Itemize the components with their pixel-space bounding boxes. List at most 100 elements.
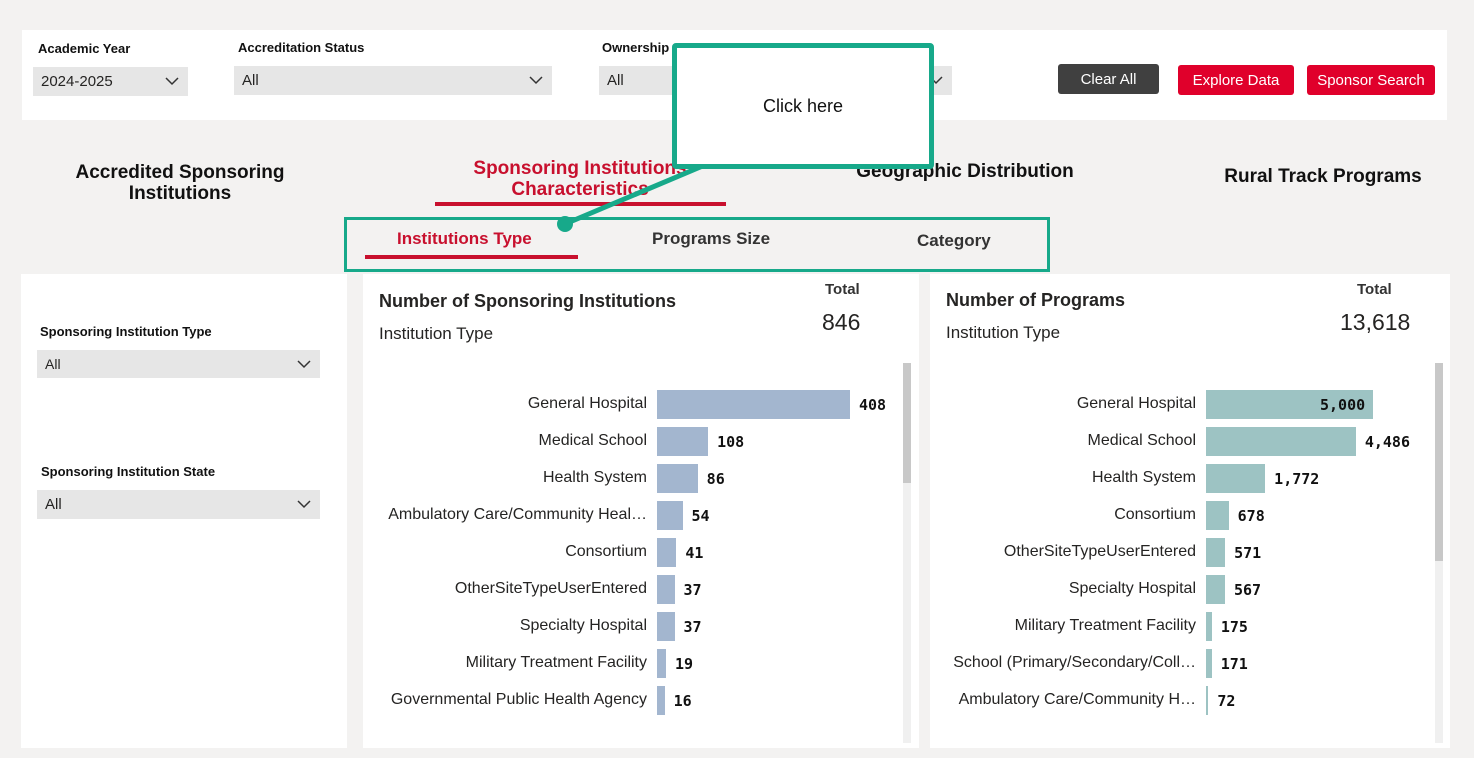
bar[interactable] [657, 427, 709, 456]
academic-year-value: 2024-2025 [41, 73, 113, 90]
subtab-highlight-box [344, 217, 1050, 272]
bar[interactable] [1206, 538, 1226, 567]
tab-rural-track-programs[interactable]: Rural Track Programs [1224, 166, 1422, 187]
category-label: OtherSiteTypeUserEntered [1003, 543, 1196, 560]
category-label: School (Primary/Secondary/Coll… [953, 654, 1196, 671]
bar[interactable] [1206, 501, 1229, 530]
chart-scrollbar[interactable] [903, 363, 911, 743]
accreditation-status-value: All [242, 72, 259, 89]
bar[interactable] [657, 538, 677, 567]
academic-year-label: Academic Year [38, 41, 131, 56]
chevron-down-icon [297, 500, 311, 509]
subtab-programs-size[interactable]: Programs Size [652, 229, 771, 248]
category-label: Specialty Hospital [1068, 580, 1196, 597]
institution-type-label: Sponsoring Institution Type [40, 324, 212, 339]
bar-value-label: 108 [717, 433, 745, 451]
category-label: Consortium [1114, 506, 1196, 523]
callout-box: Click here [672, 43, 934, 169]
bar[interactable] [657, 612, 675, 641]
bar-value-label: 37 [683, 618, 702, 636]
bar-value-label: 571 [1234, 544, 1262, 562]
bar[interactable] [657, 686, 665, 715]
institution-type-dropdown[interactable]: All [37, 350, 320, 378]
chart-subtitle: Institution Type [946, 323, 1061, 342]
bar[interactable] [657, 575, 675, 604]
tab-label-line2: Institutions [128, 183, 232, 204]
bar-value-label: 72 [1217, 692, 1236, 710]
category-label: Ambulatory Care/Community H… [958, 691, 1196, 708]
accreditation-status-dropdown[interactable]: All [234, 66, 552, 95]
bar-value-label: 408 [859, 396, 887, 414]
bar[interactable] [1206, 575, 1225, 604]
side-filter-panel: Sponsoring Institution Type All Sponsori… [21, 274, 347, 748]
bar[interactable] [657, 649, 666, 678]
bar[interactable] [1206, 612, 1212, 641]
bar[interactable] [1206, 464, 1266, 493]
active-tab-underline [435, 202, 726, 206]
explore-data-button[interactable]: Explore Data [1178, 65, 1294, 95]
institution-state-value: All [45, 496, 62, 513]
subtab-category[interactable]: Category [917, 231, 991, 250]
bar-value-label: 5,000 [1320, 396, 1366, 414]
chart-subtitle: Institution Type [379, 324, 494, 343]
category-label: Medical School [1087, 432, 1197, 449]
ownership-label: Ownership [602, 40, 670, 55]
category-label: Specialty Hospital [519, 617, 647, 634]
bar[interactable] [1206, 390, 1373, 419]
bar-value-label: 86 [706, 470, 725, 488]
bar-value-label: 16 [673, 692, 692, 710]
category-label: Health System [1091, 469, 1196, 486]
active-subtab-underline [365, 255, 578, 259]
category-label: Medical School [538, 432, 648, 449]
bar-value-label: 54 [691, 507, 710, 525]
academic-year-dropdown[interactable]: 2024-2025 [33, 67, 188, 96]
bar-value-label: 4,486 [1364, 433, 1410, 451]
bar[interactable] [1206, 427, 1356, 456]
chart-scrollbar-thumb[interactable] [903, 363, 911, 483]
chevron-down-icon [165, 77, 179, 86]
bar[interactable] [657, 464, 698, 493]
total-value: 13,618 [1340, 309, 1411, 335]
tab-accredited-sponsoring-institutions[interactable]: Accredited Sponsoring Institutions [60, 162, 300, 204]
category-label: Military Treatment Facility [1014, 617, 1196, 634]
tab-label-line1: Accredited Sponsoring [75, 162, 285, 183]
bar-value-label: 41 [685, 544, 704, 562]
sponsor-search-button[interactable]: Sponsor Search [1307, 65, 1435, 95]
bar[interactable] [1206, 649, 1212, 678]
chart-scrollbar-thumb[interactable] [1435, 363, 1443, 561]
category-label: General Hospital [1076, 395, 1196, 412]
category-label: Military Treatment Facility [465, 654, 647, 671]
category-label: Governmental Public Health Agency [390, 691, 647, 708]
institution-type-value: All [45, 356, 61, 372]
programs-chart-panel: Number of Programs Institution Type Tota… [930, 274, 1450, 748]
ownership-value: All [607, 72, 624, 89]
chevron-down-icon [297, 360, 311, 369]
bar-value-label: 567 [1233, 581, 1262, 599]
sponsoring-institutions-chart-panel: Number of Sponsoring Institutions Instit… [363, 274, 919, 748]
bar-value-label: 175 [1220, 618, 1248, 636]
tab-label-line2: Characteristics [511, 179, 649, 200]
bar-value-label: 37 [683, 581, 702, 599]
chart-title: Number of Programs [946, 290, 1126, 310]
total-label: Total [825, 281, 860, 298]
accreditation-status-label: Accreditation Status [238, 40, 365, 55]
institution-state-dropdown[interactable]: All [37, 490, 320, 519]
bar[interactable] [1206, 686, 1209, 715]
category-label: OtherSiteTypeUserEntered [454, 580, 647, 597]
total-label: Total [1357, 281, 1392, 298]
clear-all-button[interactable]: Clear All [1058, 64, 1159, 94]
bar[interactable] [657, 501, 683, 530]
bar[interactable] [657, 390, 850, 419]
category-label: Health System [542, 469, 647, 486]
total-value: 846 [822, 309, 861, 335]
chevron-down-icon [529, 76, 543, 85]
category-label: Ambulatory Care/Community Heal… [388, 506, 647, 523]
institution-state-label: Sponsoring Institution State [41, 464, 216, 479]
subtab-institutions-type[interactable]: Institutions Type [397, 229, 532, 248]
bar-value-label: 171 [1220, 655, 1248, 673]
category-label: Consortium [565, 543, 647, 560]
callout-text: Click here [762, 95, 844, 116]
chart-title: Number of Sponsoring Institutions [379, 291, 676, 311]
category-label: General Hospital [527, 395, 647, 412]
bar-value-label: 19 [674, 655, 694, 673]
